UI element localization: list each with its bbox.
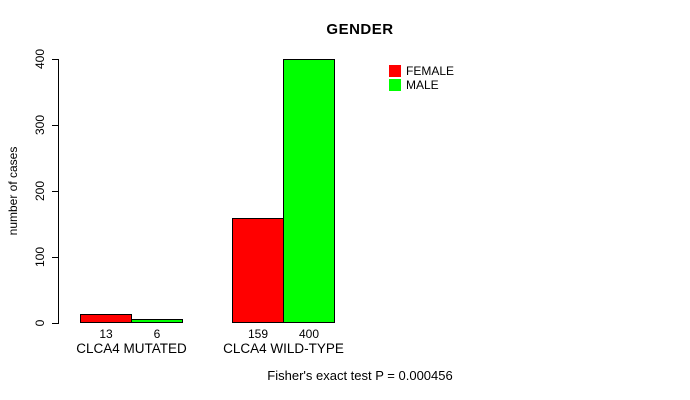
y-tick-mark [52, 323, 58, 324]
bar-female-clca4-mutated [80, 314, 132, 323]
bar-value-label: 159 [247, 327, 269, 341]
bar-male-clca4-mutated [131, 319, 183, 323]
category-label-clca4-wild-type: CLCA4 WILD-TYPE [223, 341, 344, 356]
y-tick-mark [52, 59, 58, 60]
y-tick-mark [52, 125, 58, 126]
chart-title: GENDER [326, 21, 394, 38]
legend-swatch-female-icon [389, 65, 401, 77]
legend: FEMALE MALE [389, 64, 454, 92]
bar-value-label: 13 [99, 327, 113, 341]
y-tick-mark [52, 257, 58, 258]
y-tick-label: 300 [33, 114, 47, 136]
y-tick-mark [52, 191, 58, 192]
y-axis-title: number of cases [6, 146, 20, 236]
legend-entry-male: MALE [389, 78, 454, 92]
bar-female-clca4-wild-type [232, 218, 284, 323]
y-tick-label: 100 [33, 246, 47, 268]
category-label-clca4-mutated: CLCA4 MUTATED [76, 341, 187, 356]
bar-male-clca4-wild-type [283, 59, 335, 323]
bar-value-label: 6 [153, 327, 161, 341]
legend-label-female: FEMALE [406, 64, 455, 78]
legend-label-male: MALE [406, 78, 439, 92]
y-axis-line [58, 59, 59, 324]
legend-swatch-male-icon [389, 79, 401, 91]
fisher-test-annotation: Fisher's exact test P = 0.000456 [267, 368, 453, 383]
y-tick-label: 200 [33, 180, 47, 202]
bar-value-label: 400 [298, 327, 320, 341]
y-tick-label: 400 [33, 48, 47, 70]
legend-entry-female: FEMALE [389, 64, 454, 78]
